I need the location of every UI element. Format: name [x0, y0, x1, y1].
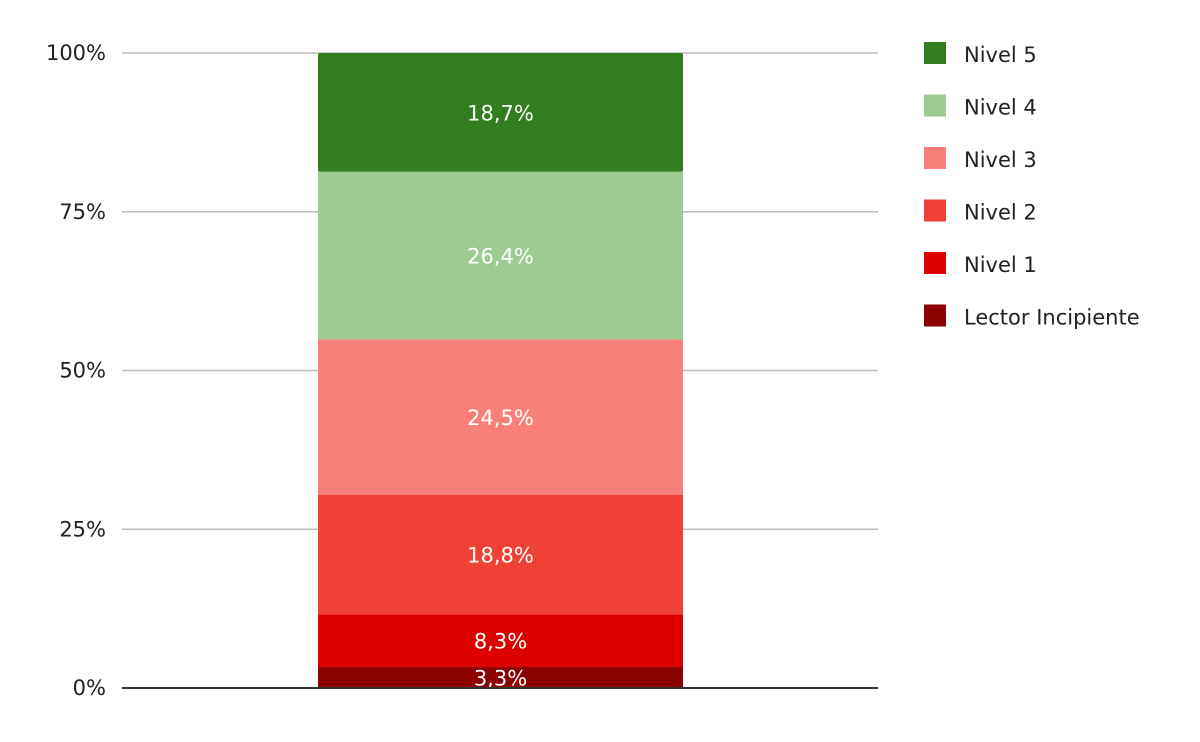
- data-label: 18,8%: [467, 544, 534, 568]
- bar-segment: [318, 53, 683, 172]
- legend-label: Nivel 4: [964, 96, 1037, 120]
- legend-swatch: [924, 304, 946, 327]
- bar-segment: [318, 494, 683, 615]
- y-tick-label: 100%: [46, 41, 106, 65]
- data-label: 8,3%: [474, 630, 527, 654]
- y-tick-label: 25%: [59, 517, 106, 541]
- data-labels: 3,3% 8,3% 18,8% 24,5% 26,4% 18,7%: [467, 101, 534, 690]
- legend-swatch: [924, 147, 946, 169]
- legend-label: Nivel 2: [964, 201, 1037, 225]
- legend-label: Lector Incipiente: [964, 306, 1140, 330]
- legend-swatch: [924, 252, 946, 274]
- legend: Nivel 5 Nivel 4 Nivel 3 Nivel 2 Nivel 1 Lecto…: [924, 42, 1140, 330]
- y-tick-label: 50%: [59, 359, 106, 383]
- legend-label: Nivel 1: [964, 253, 1037, 277]
- legend-label: Nivel 5: [964, 43, 1037, 67]
- legend-swatch: [924, 42, 946, 64]
- bar-stack: [318, 53, 683, 688]
- bar-segment: [318, 171, 683, 340]
- legend-swatch: [924, 94, 946, 117]
- legend-label: Nivel 3: [964, 148, 1037, 172]
- data-label: 3,3%: [474, 667, 527, 691]
- data-label: 18,7%: [467, 101, 534, 125]
- legend-swatch: [924, 199, 946, 222]
- y-axis: 0% 25% 50% 75% 100%: [46, 41, 106, 700]
- data-label: 26,4%: [467, 245, 534, 269]
- y-tick-label: 75%: [59, 200, 106, 224]
- bar-segment: [318, 339, 683, 495]
- bar-segment: [318, 614, 683, 668]
- y-tick-label: 0%: [73, 676, 106, 700]
- data-label: 24,5%: [467, 406, 534, 430]
- bar-segment: [318, 667, 683, 688]
